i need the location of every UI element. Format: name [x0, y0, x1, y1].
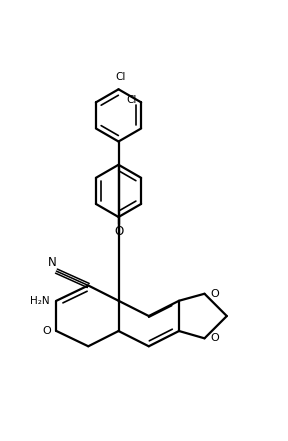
Text: N: N — [48, 256, 57, 269]
Text: O: O — [42, 326, 51, 336]
Text: O: O — [114, 225, 123, 238]
Text: Cl: Cl — [126, 95, 136, 105]
Text: O: O — [210, 289, 219, 299]
Text: Cl: Cl — [115, 72, 125, 82]
Text: O: O — [210, 333, 219, 344]
Text: H₂N: H₂N — [31, 296, 50, 306]
